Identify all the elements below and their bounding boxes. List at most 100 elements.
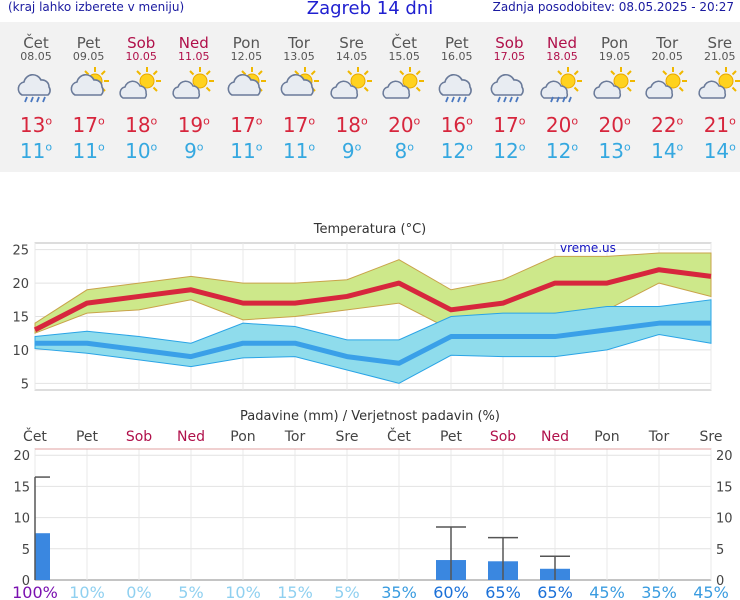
- day-name: Pet: [76, 34, 101, 52]
- day-date: 12.05: [230, 50, 263, 63]
- y-tick-label: 5: [22, 543, 30, 558]
- rain-cloud-icon: [10, 65, 62, 105]
- max-temp: 17o: [72, 113, 105, 137]
- max-temp: 21o: [703, 113, 736, 137]
- x-tick-label: Sob: [126, 429, 152, 445]
- sun-cloud-icon: [378, 65, 430, 105]
- day-name: Ned: [547, 34, 577, 52]
- precipitation-chart: Padavine (mm) / Verjetnost padavin (%) Če…: [12, 409, 733, 600]
- chart-title: Temperatura (°C): [313, 222, 426, 237]
- max-temp-line: [33, 267, 712, 333]
- sun-cloud-icon: [694, 65, 740, 105]
- max-temp: 20o: [388, 113, 421, 137]
- min-temp-line: [35, 320, 711, 366]
- rain-cloud-icon: [483, 65, 535, 105]
- day-date: 11.05: [178, 50, 210, 63]
- max-temp: 22o: [651, 113, 684, 137]
- day-date: 19.05: [598, 50, 631, 63]
- y-tick-label: 20: [12, 277, 29, 292]
- max-temp: 13o: [19, 113, 53, 137]
- day-column[interactable]: Tor 13.05 17o 11o: [273, 22, 325, 163]
- max-temp: 17o: [282, 113, 316, 137]
- x-tick-label: Ned: [541, 429, 569, 445]
- day-column[interactable]: Čet 15.05 20o 8o: [378, 22, 430, 163]
- sun-rain-icon: [536, 65, 588, 105]
- day-column[interactable]: Tor 20.05 22o 14o: [641, 22, 693, 163]
- y-tick-label: 25: [12, 244, 29, 259]
- sun-cloud-icon: [326, 65, 378, 105]
- y-tick-label-right: 5: [716, 543, 724, 558]
- y-tick-label: 10: [13, 512, 30, 527]
- x-tick-label: Čet: [23, 427, 47, 445]
- day-date: 13.05: [283, 50, 315, 63]
- day-name: Tor: [288, 34, 310, 52]
- day-date: 08.05: [20, 50, 52, 63]
- min-temp-band: [34, 299, 712, 384]
- min-temp: 12o: [440, 139, 473, 163]
- precip-probability: 10%: [69, 583, 105, 600]
- min-temp: 13o: [598, 139, 631, 163]
- y-tick-label-right: 15: [716, 480, 733, 495]
- header-bar: (kraj lahko izberete v meniju) Zagreb 14…: [0, 0, 740, 20]
- day-column[interactable]: Sre 14.05 18o 9o: [326, 22, 378, 163]
- day-date: 10.05: [125, 50, 157, 63]
- partly-cloudy-icon: [63, 65, 115, 105]
- max-temp: 20o: [545, 113, 579, 137]
- day-column[interactable]: Ned 11.05 19o 9o: [168, 22, 220, 163]
- day-column[interactable]: Pon 12.05 17o 11o: [220, 22, 272, 163]
- min-temp: 14o: [651, 139, 684, 163]
- y-tick-label: 5: [21, 377, 29, 392]
- max-temp: 16o: [440, 113, 473, 137]
- min-temp: 11o: [72, 139, 105, 163]
- day-name: Pon: [232, 34, 260, 52]
- min-temp: 9o: [184, 139, 204, 163]
- min-temp: 12o: [493, 139, 526, 163]
- y-tick-label: 15: [12, 311, 29, 326]
- max-temp: 18o: [125, 113, 158, 137]
- day-name: Pet: [444, 34, 469, 52]
- precip-probability: 35%: [641, 583, 677, 600]
- x-tick-label: Pon: [594, 429, 619, 445]
- precip-probability: 65%: [485, 583, 521, 600]
- min-temp: 14o: [703, 139, 736, 163]
- precip-probability: 35%: [381, 583, 417, 600]
- day-column[interactable]: Pet 16.05 16o 12o: [431, 22, 483, 163]
- day-date: 09.05: [72, 50, 105, 63]
- x-tick-label: Sre: [336, 429, 359, 445]
- x-tick-label: Tor: [284, 429, 306, 445]
- x-tick-label: Pet: [76, 429, 99, 445]
- day-column[interactable]: Ned 18.05 20o 12o: [536, 22, 588, 163]
- precip-probability: 5%: [178, 583, 203, 600]
- min-temp: 10o: [125, 139, 158, 163]
- y-tick-label: 15: [13, 480, 30, 495]
- day-date: 20.05: [651, 50, 683, 63]
- max-temp: 20o: [598, 113, 631, 137]
- day-column[interactable]: Sob 17.05 17o 12o: [483, 22, 535, 163]
- watermark: vreme.us: [560, 241, 616, 255]
- day-column[interactable]: Sob 10.05 18o 10o: [115, 22, 167, 163]
- sun-cloud-icon: [115, 65, 167, 105]
- x-tick-label: Tor: [648, 429, 670, 445]
- day-date: 17.05: [493, 50, 526, 63]
- chart-title: Padavine (mm) / Verjetnost padavin (%): [240, 409, 500, 424]
- y-tick-label-right: 0: [716, 574, 724, 589]
- sun-cloud-icon: [168, 65, 220, 105]
- day-column[interactable]: Pon 19.05 20o 13o: [589, 22, 641, 163]
- y-tick-label-right: 10: [716, 512, 733, 527]
- y-tick-label: 0: [22, 574, 30, 589]
- day-column[interactable]: Čet 08.05 13o 11o: [10, 22, 62, 163]
- min-temp: 11o: [19, 139, 53, 163]
- day-column[interactable]: Pet 09.05 17o 11o: [63, 22, 115, 163]
- x-tick-label: Sob: [490, 429, 516, 445]
- page-title: Zagreb 14 dni: [306, 0, 434, 19]
- y-tick-label: 20: [13, 449, 30, 464]
- min-temp: 12o: [545, 139, 579, 163]
- day-column[interactable]: Sre 21.05 21o 14o: [694, 22, 740, 163]
- precip-bar: [35, 533, 50, 580]
- daily-forecast-strip: Čet 08.05 13o 11o Pet 09.05 17o 11o Sob 10.05 18o 1…: [0, 22, 740, 172]
- x-tick-label: Sre: [700, 429, 723, 445]
- day-name: Pon: [600, 34, 629, 52]
- partly-cloudy-icon: [273, 65, 325, 105]
- location-menu-hint[interactable]: (kraj lahko izberete v meniju): [8, 0, 185, 14]
- x-tick-label: Ned: [177, 429, 205, 445]
